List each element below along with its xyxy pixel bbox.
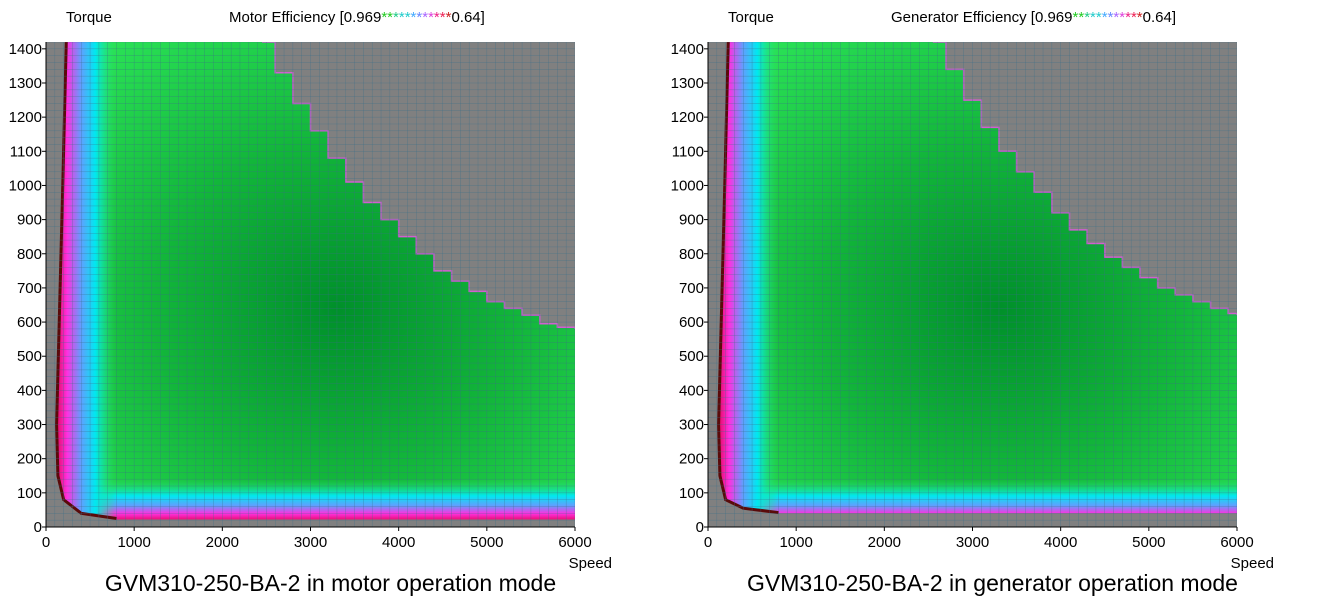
chart-caption: GVM310-250-BA-2 in motor operation mode	[104, 570, 557, 596]
y-tick-label: 100	[679, 485, 704, 502]
chart-title-star: *	[1096, 9, 1102, 26]
y-tick-label: 1100	[672, 143, 704, 160]
x-tick-label: 0	[704, 534, 712, 551]
chart-title-star: *	[416, 9, 422, 26]
chart-title-star: *	[1108, 9, 1114, 26]
y-axis-title: Torque	[66, 9, 112, 26]
chart-title-prefix: Generator Efficiency [0.969	[891, 9, 1073, 26]
y-tick-label: 800	[679, 246, 704, 263]
y-tick-label: 400	[17, 382, 42, 399]
y-tick-label: 1100	[10, 143, 42, 160]
y-tick-label: 700	[679, 280, 704, 297]
y-tick-label: 300	[679, 417, 704, 434]
plot-area	[46, 42, 575, 527]
x-tick-label: 5000	[1132, 534, 1165, 551]
y-tick-label: 1300	[9, 75, 42, 92]
motor-efficiency-chart: 0 100 200 300 400 500 600 700 800 900 1000 1100 1200…	[9, 9, 612, 572]
x-tick-label: 6000	[558, 534, 591, 551]
y-tick-label: 900	[679, 212, 704, 229]
y-tick-label: 500	[679, 348, 704, 365]
chart-title-star: *	[1073, 9, 1079, 26]
chart-caption: GVM310-250-BA-2 in generator operation m…	[747, 570, 1238, 596]
x-tick-label: 2000	[868, 534, 901, 551]
chart-title: Motor Efficiency [0.969************0.64]	[229, 9, 485, 26]
x-tick-label: 2000	[206, 534, 239, 551]
chart-title-star: *	[1102, 9, 1108, 26]
chart-title: Generator Efficiency [0.969************0…	[891, 9, 1176, 26]
y-tick-label: 1400	[671, 41, 704, 58]
x-tick-label: 3000	[294, 534, 327, 551]
chart-title-star: *	[387, 9, 393, 26]
chart-title-star: *	[381, 9, 387, 26]
y-tick-label: 200	[679, 451, 704, 468]
chart-title-star: *	[440, 9, 446, 26]
chart-title-star: *	[411, 9, 417, 26]
y-tick-label: 1000	[9, 177, 42, 194]
x-tick-label: 0	[42, 534, 50, 551]
chart-title-star: *	[1119, 9, 1125, 26]
y-tick-label: 0	[696, 519, 704, 536]
low-speed-edge-line	[717, 42, 779, 515]
chart-title-star: *	[393, 9, 399, 26]
chart-title-star: *	[405, 9, 411, 26]
y-tick-label: 100	[17, 485, 42, 502]
y-tick-label: 300	[17, 417, 42, 434]
x-tick-label: 3000	[956, 534, 989, 551]
y-tick-label: 1400	[9, 41, 42, 58]
motor-efficiency-panel: 0 100 200 300 400 500 600 700 800 900 1000 1100 1200…	[0, 0, 661, 597]
x-tick-label: 1000	[117, 534, 150, 551]
chart-title-star: *	[1131, 9, 1137, 26]
chart-title-star: *	[434, 9, 440, 26]
y-tick-label: 900	[17, 212, 42, 229]
y-tick-label: 1200	[671, 109, 704, 126]
y-tick-label: 800	[17, 246, 42, 263]
chart-title-star: *	[1090, 9, 1096, 26]
y-tick-label: 200	[17, 451, 42, 468]
y-tick-label: 700	[17, 280, 42, 297]
grid	[46, 42, 575, 527]
generator-efficiency-panel: 0 100 200 300 400 500 600 700 800 900 1000 1100 1200…	[662, 0, 1323, 597]
x-axis-title: Speed	[1231, 555, 1274, 572]
chart-title-star: *	[1125, 9, 1131, 26]
y-tick-label: 500	[17, 348, 42, 365]
chart-title-star: *	[1084, 9, 1090, 26]
chart-title-star: *	[399, 9, 405, 26]
chart-title-star: *	[1113, 9, 1119, 26]
x-tick-label: 1000	[779, 534, 812, 551]
y-tick-label: 1200	[9, 109, 42, 126]
chart-title-suffix: 0.64]	[451, 9, 484, 26]
chart-title-star: *	[428, 9, 434, 26]
y-tick-label: 600	[17, 314, 42, 331]
low-speed-edge-line	[55, 42, 117, 520]
x-tick-label: 4000	[382, 534, 415, 551]
y-tick-label: 1000	[671, 177, 704, 194]
y-tick-label: 1300	[671, 75, 704, 92]
y-axis-title: Torque	[728, 9, 774, 26]
chart-title-star: *	[422, 9, 428, 26]
chart-title-suffix: 0.64]	[1143, 9, 1176, 26]
chart-title-star: *	[1078, 9, 1084, 26]
x-tick-label: 6000	[1220, 534, 1253, 551]
plot-area	[708, 42, 1237, 527]
y-tick-label: 600	[679, 314, 704, 331]
generator-efficiency-chart: 0 100 200 300 400 500 600 700 800 900 1000 1100 1200…	[671, 9, 1274, 572]
x-tick-label: 4000	[1044, 534, 1077, 551]
y-tick-label: 400	[679, 382, 704, 399]
grid	[708, 42, 1237, 527]
x-axis-title: Speed	[569, 555, 612, 572]
x-tick-label: 5000	[470, 534, 503, 551]
chart-title-prefix: Motor Efficiency [0.969	[229, 9, 381, 26]
y-tick-label: 0	[34, 519, 42, 536]
chart-title-star: *	[446, 9, 452, 26]
chart-title-star: *	[1137, 9, 1143, 26]
